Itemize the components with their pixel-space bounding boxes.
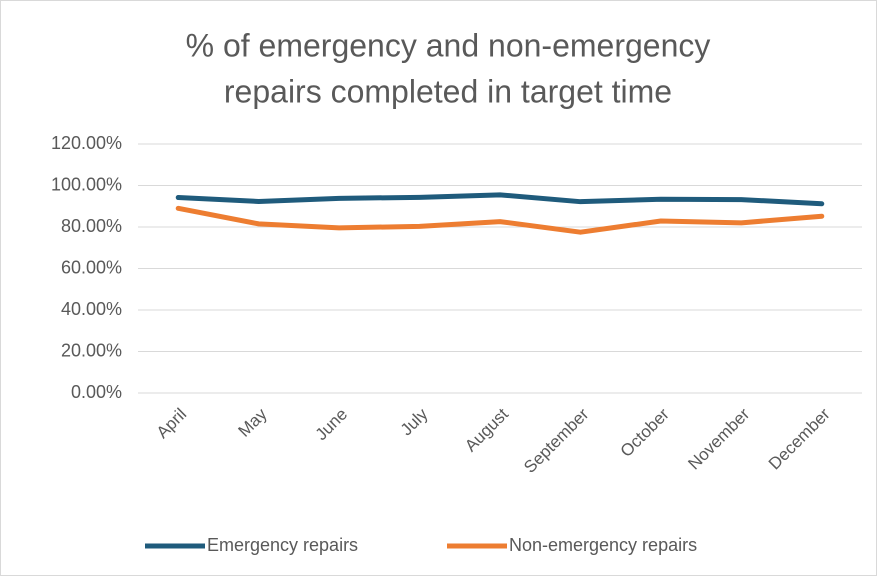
y-tick-label: 0.00% — [71, 382, 122, 402]
y-tick-label: 120.00% — [51, 133, 122, 153]
y-tick-label: 40.00% — [61, 299, 122, 319]
chart-title: repairs completed in target time — [224, 73, 672, 109]
chart-title: % of emergency and non-emergency — [186, 27, 711, 63]
y-tick-label: 100.00% — [51, 174, 122, 194]
series-line — [175, 192, 825, 207]
y-tick-label: 60.00% — [61, 257, 122, 277]
legend-label: Non-emergency repairs — [509, 535, 697, 555]
series-line — [175, 205, 825, 235]
y-tick-label: 80.00% — [61, 216, 122, 236]
legend-label: Emergency repairs — [207, 535, 358, 555]
y-tick-label: 20.00% — [61, 340, 122, 360]
